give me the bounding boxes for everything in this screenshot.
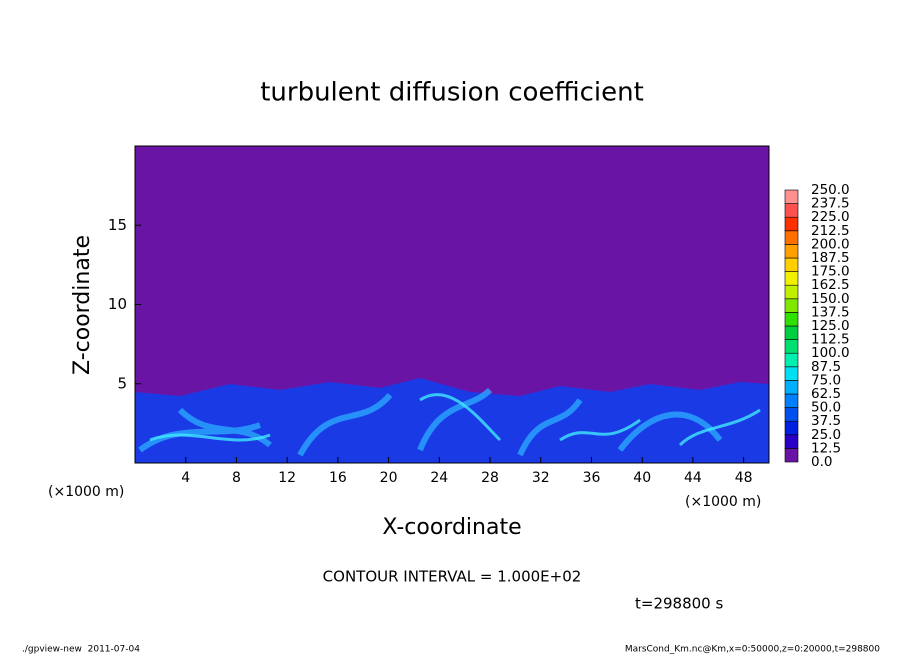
colorbar-label: 212.5 <box>811 223 850 239</box>
colorbar-box <box>784 393 799 408</box>
x-tick-label: 4 <box>181 470 190 486</box>
colorbar-label: 225.0 <box>811 209 850 225</box>
x-tick-label: 28 <box>481 470 499 486</box>
colorbar-label: 50.0 <box>811 400 841 416</box>
colorbar-box <box>784 216 799 232</box>
colorbar-box <box>784 448 799 463</box>
colorbar-label: 62.5 <box>811 386 841 402</box>
colorbar-label: 200.0 <box>811 236 850 252</box>
colorbar-box <box>784 230 799 245</box>
colorbar-label: 125.0 <box>811 318 850 334</box>
colorbar-label: 0.0 <box>811 454 832 470</box>
colorbar-label: 137.5 <box>811 304 850 320</box>
colorbar-box <box>784 189 799 204</box>
field <box>135 146 769 463</box>
x-tick-label: 36 <box>583 470 601 486</box>
x-tick-label: 32 <box>532 470 550 486</box>
time-label: t=298800 s <box>635 595 723 613</box>
colorbar-label: 237.5 <box>811 196 850 212</box>
colorbar-box <box>784 366 799 381</box>
x-tick-label: 24 <box>430 470 448 486</box>
colorbar-box <box>784 271 799 286</box>
colorbar-box <box>784 325 799 340</box>
colorbar-label: 162.5 <box>811 277 850 293</box>
x-tick-label: 48 <box>735 470 753 486</box>
colorbar-label: 12.5 <box>811 440 841 456</box>
colorbar-box <box>784 420 799 436</box>
colorbar-box <box>784 434 799 449</box>
colorbar-box <box>784 312 799 327</box>
y-tick-label: 15 <box>108 216 127 234</box>
x-tick-label: 16 <box>329 470 347 486</box>
x-tick-label: 8 <box>232 470 241 486</box>
colorbar-label: 150.0 <box>811 291 850 307</box>
colorbar-label: 250.0 <box>811 182 850 198</box>
colorbar-label: 87.5 <box>811 359 841 375</box>
x-unit: (×1000 m) <box>48 484 124 500</box>
colorbar-box <box>784 203 799 218</box>
colorbar-box <box>784 339 799 354</box>
colorbar-label: 25.0 <box>811 427 841 443</box>
colorbar-box <box>784 380 799 395</box>
x-tick-label: 44 <box>684 470 702 486</box>
x-tick-label: 40 <box>633 470 651 486</box>
footer: ./gpview-new 2011-07-04 <box>22 645 140 654</box>
colorbar-box <box>784 407 799 422</box>
field-streak <box>149 393 761 447</box>
colorbar-label: 100.0 <box>811 345 850 361</box>
chart-title: turbulent diffusion coefficient <box>260 78 644 108</box>
colorbar-box <box>784 352 799 368</box>
y-axis-label: Z-coordinate <box>70 235 95 375</box>
colorbar-box <box>784 257 799 272</box>
x-unit: (×1000 m) <box>685 494 761 510</box>
x-tick-label: 12 <box>278 470 296 486</box>
field-streak <box>138 387 723 457</box>
colorbar-label: 187.5 <box>811 250 850 266</box>
field-layer <box>135 378 769 463</box>
colorbar-box <box>784 284 799 300</box>
colorbar-label: 112.5 <box>811 332 850 348</box>
colorbar-label: 75.0 <box>811 372 841 388</box>
colorbar-box <box>784 244 799 259</box>
colorbar-label: 175.0 <box>811 264 850 280</box>
colorbar-box <box>784 298 799 313</box>
contour-interval: CONTOUR INTERVAL = 1.000E+02 <box>323 568 582 586</box>
footer: MarsCond_Km.nc@Km,x=0:50000,z=0:20000,t=… <box>625 645 880 654</box>
y-tick-label: 5 <box>117 374 127 392</box>
x-tick-label: 20 <box>380 470 398 486</box>
x-axis-label: X-coordinate <box>382 515 521 540</box>
y-tick-label: 10 <box>108 295 127 313</box>
colorbar-label: 37.5 <box>811 413 841 429</box>
